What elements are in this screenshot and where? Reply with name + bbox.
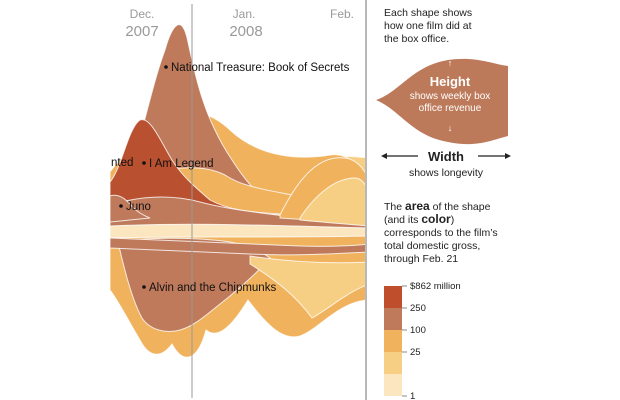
tick-month-feb: Feb.: [330, 7, 354, 21]
area-explainer-span: ): [451, 214, 455, 226]
area-explainer-bold-word: color: [421, 212, 451, 226]
area-explainer-line: The area of the shape: [384, 199, 491, 213]
legend-swatch: [384, 286, 402, 308]
example-shape: [376, 58, 508, 145]
height-desc-1: shows weekly box: [410, 91, 491, 102]
area-explainer-line: through Feb. 21: [384, 253, 458, 265]
area-explainer-line: corresponds to the film’s: [384, 227, 498, 239]
width-desc: shows longevity: [409, 167, 484, 179]
legend-label: 25: [410, 347, 421, 358]
area-explainer-span: of the shape: [430, 201, 491, 213]
width-arrow-left-icon: [381, 153, 387, 159]
area-explainer-span: The: [384, 201, 405, 213]
film-dot-juno: [119, 204, 123, 208]
film-labels: National Treasure: Book of Secrets I Am …: [111, 62, 350, 294]
intro-line-1: Each shape shows: [384, 7, 472, 19]
tick-month-jan: Jan.: [233, 7, 256, 21]
tick-year-2007: 2007: [125, 23, 158, 40]
explainer-panel: Each shape shows how one film did at the…: [376, 7, 511, 400]
intro-line-3: the box office.: [384, 33, 449, 45]
area-explainer-span: through Feb. 21: [384, 253, 458, 265]
film-dot-national-treasure: [164, 65, 168, 69]
x-axis-ticks: Dec. 2007 Jan. 2008 Feb.: [125, 7, 354, 40]
area-explainer-bold-word: area: [405, 199, 430, 213]
area-explainer-span: corresponds to the film’s: [384, 227, 498, 239]
intro-line-2: how one film did at: [384, 20, 472, 32]
legend-label: $862 million: [410, 281, 461, 292]
tick-year-2008: 2008: [229, 23, 262, 40]
stream-band-alvin: [117, 237, 271, 332]
arrow-down-icon: ↓: [448, 123, 453, 133]
area-explainer-line: (and its color): [384, 212, 454, 226]
legend-swatch: [384, 330, 402, 352]
width-arrow-right-icon: [505, 153, 511, 159]
stream-band-lower-pale: [249, 255, 365, 319]
height-desc-2: office revenue: [419, 103, 482, 114]
width-title: Width: [428, 149, 464, 164]
legend-swatch: [384, 374, 402, 396]
legend-label: 250: [410, 303, 426, 314]
film-label-enchanted: nted: [111, 157, 133, 169]
stream-layers: [110, 24, 365, 358]
arrow-up-icon: ↑: [448, 58, 453, 68]
color-legend: $862 million 250 100 25 1: [384, 281, 461, 400]
legend-label: 1: [410, 391, 415, 400]
legend-swatch: [384, 352, 402, 374]
film-dot-alvin: [142, 285, 146, 289]
film-label-i-am-legend: I Am Legend: [149, 158, 214, 170]
tick-month-dec: Dec.: [130, 7, 155, 21]
stream-band-right-top-2: [299, 177, 365, 227]
film-dot-i-am-legend: [142, 161, 146, 165]
area-explainer-span: total domestic gross,: [384, 240, 480, 252]
stream-band-lower-mid: [110, 237, 365, 256]
legend-label: 100: [410, 325, 426, 336]
film-label-juno: Juno: [126, 201, 151, 213]
stream-band-juno: [110, 194, 151, 223]
height-title: Height: [430, 74, 471, 89]
area-explainer: The area of the shape(and its color)corr…: [384, 199, 498, 265]
legend-swatch: [384, 308, 402, 330]
area-explainer-span: (and its: [384, 214, 421, 226]
film-label-alvin: Alvin and the Chipmunks: [149, 282, 276, 294]
area-explainer-line: total domestic gross,: [384, 240, 480, 252]
film-label-national-treasure: National Treasure: Book of Secrets: [171, 62, 350, 74]
